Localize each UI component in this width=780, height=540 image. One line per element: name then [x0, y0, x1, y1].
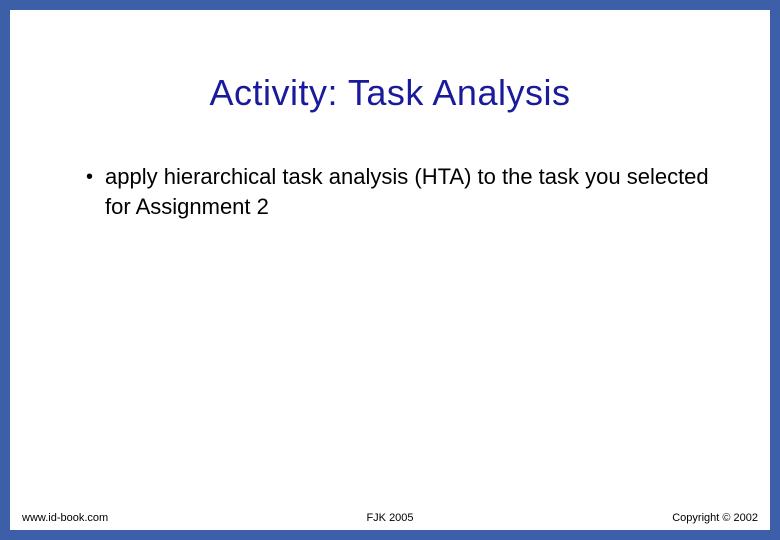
bullet-text: apply hierarchical task analysis (HTA) t…	[105, 162, 710, 222]
slide-content: • apply hierarchical task analysis (HTA)…	[10, 162, 770, 222]
slide-footer: www.id-book.com FJK 2005 Copyright © 200…	[10, 504, 770, 524]
footer-center: FJK 2005	[366, 512, 413, 524]
footer-right: Copyright © 2002	[672, 512, 758, 524]
slide: Activity: Task Analysis • apply hierarch…	[0, 0, 780, 540]
footer-left: www.id-book.com	[22, 512, 108, 524]
slide-title: Activity: Task Analysis	[10, 72, 770, 114]
bullet-marker-icon: •	[86, 162, 93, 192]
bullet-item: • apply hierarchical task analysis (HTA)…	[88, 162, 710, 222]
